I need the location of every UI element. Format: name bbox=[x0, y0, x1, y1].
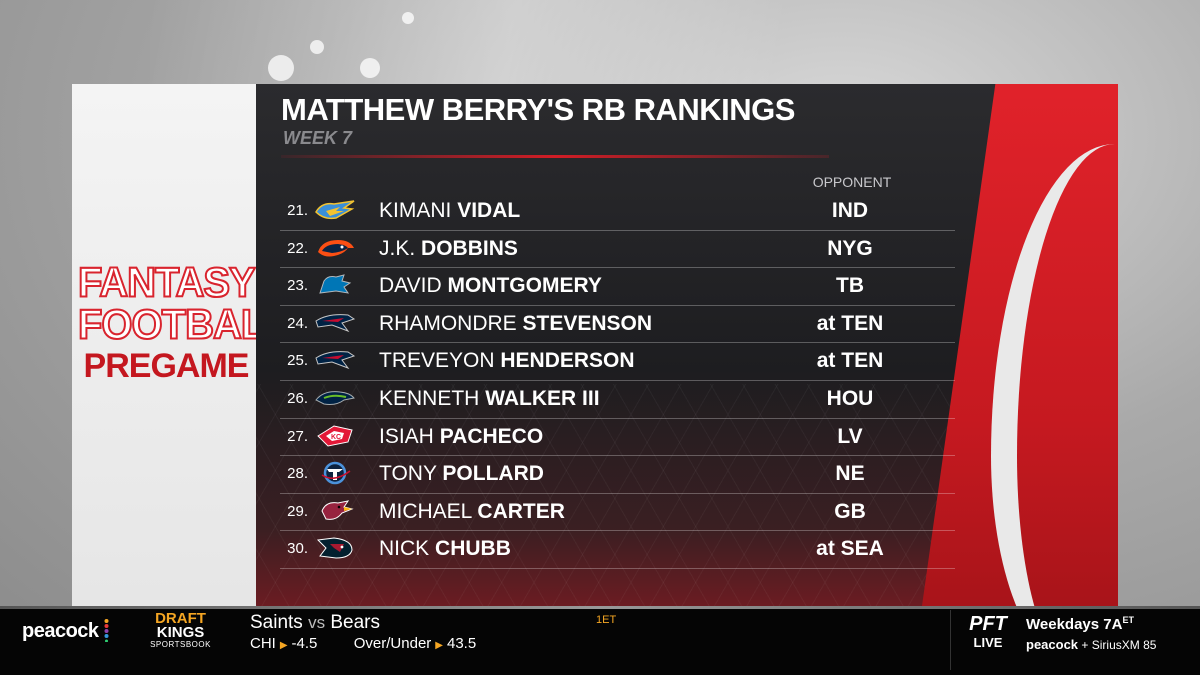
player-name: RHAMONDRE STEVENSON bbox=[379, 311, 653, 335]
vs-label: vs bbox=[308, 613, 326, 632]
rankings-list: 21. KIMANI VIDAL IND 22. J.K. DOBBINS NY… bbox=[280, 193, 955, 569]
opponent: IND bbox=[831, 199, 869, 222]
opponent: at TEN bbox=[816, 349, 884, 373]
ranking-row: 27. KC ISIAH PACHECO LV bbox=[280, 419, 955, 457]
over-under-label: Over/Under bbox=[353, 635, 432, 652]
opponent: TB bbox=[836, 274, 864, 298]
rank-number: 22. bbox=[287, 239, 308, 257]
game-matchup: Saints vs Bears bbox=[250, 612, 380, 634]
rank-number: 29. bbox=[287, 502, 308, 520]
arrow-icon: ▶ bbox=[435, 640, 443, 651]
player-name: DAVID MONTGOMERY bbox=[379, 274, 602, 298]
ranking-row: 23. DAVID MONTGOMERY TB bbox=[280, 268, 955, 306]
bottom-ticker bbox=[0, 606, 1200, 675]
background-light-streak bbox=[150, 0, 1050, 85]
opponent: LV bbox=[837, 424, 863, 448]
rank-number: 28. bbox=[287, 465, 308, 483]
opponent-column-header: OPPONENT bbox=[812, 174, 892, 190]
opponent: HOU bbox=[826, 386, 874, 410]
cardinals-logo-icon bbox=[321, 500, 354, 520]
logo-line-1: FANTASY bbox=[77, 259, 257, 307]
lions-logo-icon bbox=[319, 274, 352, 294]
broncos-logo-icon bbox=[318, 239, 354, 257]
pft-line-1: PFT bbox=[969, 613, 1007, 635]
arrow-icon: ▶ bbox=[279, 640, 288, 651]
ranking-row: 30. NICK CHUBB at SEA bbox=[280, 531, 955, 569]
ranking-row: 29. MICHAEL CARTER GB bbox=[280, 494, 955, 532]
player-name: NICK CHUBB bbox=[379, 537, 511, 561]
texans-logo-icon bbox=[316, 537, 353, 559]
background-bokeh bbox=[360, 58, 380, 78]
peacock-network-logo: peacock bbox=[22, 620, 99, 642]
pft-line-2: LIVE bbox=[973, 635, 1003, 650]
opponent: NE bbox=[835, 462, 865, 486]
betting-line: CHI ▶ -4.5 Over/Under ▶ 43.5 bbox=[250, 635, 476, 652]
player-name: ISIAH PACHECO bbox=[379, 424, 544, 448]
graphic-subtitle: WEEK 7 bbox=[283, 128, 353, 148]
background-bokeh bbox=[310, 40, 324, 54]
opponent: at SEA bbox=[816, 537, 884, 561]
opponent: at TEN bbox=[816, 311, 884, 335]
dk-line-2: KINGS bbox=[156, 624, 205, 641]
patriots-logo-icon bbox=[315, 351, 356, 370]
fantasy-football-pregame-logo: FANTASY FOOTBALL PREGAME bbox=[77, 259, 290, 386]
peacock-feathers-icon bbox=[104, 619, 109, 642]
player-name: TONY POLLARD bbox=[379, 462, 544, 486]
pft-show-time: Weekdays 7AET bbox=[1026, 615, 1134, 633]
chiefs-logo-icon: KC bbox=[317, 425, 353, 447]
background-bokeh bbox=[268, 55, 294, 81]
logo-line-3: PREGAME bbox=[83, 347, 250, 385]
dk-line-3: SPORTSBOOK bbox=[150, 640, 211, 649]
rank-number: 27. bbox=[287, 427, 308, 445]
player-name: J.K. DOBBINS bbox=[379, 236, 518, 260]
over-under-value: 43.5 bbox=[446, 635, 477, 652]
background-bokeh bbox=[402, 12, 414, 24]
chargers-logo-icon bbox=[315, 200, 355, 220]
rank-number: 23. bbox=[287, 277, 308, 295]
ranking-row: 26. KENNETH WALKER III HOU bbox=[280, 381, 955, 419]
rank-number: 25. bbox=[287, 352, 308, 370]
pft-show-networks: peacock + SiriusXM 85 bbox=[1026, 637, 1157, 652]
rankings-panel bbox=[256, 84, 1118, 606]
ranking-row: 28. TONY POLLARD NE bbox=[280, 456, 955, 494]
ranking-row: 25. TREVEYON HENDERSON at TEN bbox=[280, 343, 955, 381]
draftkings-sportsbook-logo: DRAFT KINGS SPORTSBOOK bbox=[143, 611, 218, 650]
rank-number: 21. bbox=[287, 202, 308, 219]
player-name: TREVEYON HENDERSON bbox=[379, 349, 635, 373]
graphic-title: MATTHEW BERRY'S RB RANKINGS bbox=[281, 92, 795, 127]
team-a: Saints bbox=[250, 612, 303, 633]
title-divider bbox=[281, 155, 829, 158]
spread-team: CHI bbox=[250, 635, 276, 652]
player-name: KENNETH WALKER III bbox=[379, 386, 600, 410]
opponent: GB bbox=[834, 499, 866, 523]
player-name: MICHAEL CARTER bbox=[379, 499, 565, 523]
spread-value: -4.5 bbox=[291, 635, 318, 652]
panel-grid-pattern bbox=[256, 384, 1006, 606]
show-logo-panel bbox=[72, 84, 256, 606]
ticker-divider bbox=[950, 610, 951, 670]
pft-live-logo: PFT LIVE bbox=[965, 612, 1011, 662]
logo-line-2: FOOTBALL bbox=[77, 301, 290, 349]
titans-logo-icon bbox=[321, 461, 351, 485]
opponent: NYG bbox=[827, 236, 873, 260]
ranking-row: 22. J.K. DOBBINS NYG bbox=[280, 231, 955, 269]
dk-line-1: DRAFT bbox=[155, 610, 206, 627]
team-b: Bears bbox=[330, 612, 381, 633]
ranking-row: 21. KIMANI VIDAL IND bbox=[280, 193, 955, 231]
rank-number: 24. bbox=[287, 314, 308, 332]
rank-number: 30. bbox=[287, 540, 308, 558]
ranking-row: 24. RHAMONDRE STEVENSON at TEN bbox=[280, 306, 955, 344]
svg-text:KC: KC bbox=[331, 434, 341, 441]
patriots-logo-icon bbox=[315, 313, 356, 332]
game-quarter: 1ET bbox=[596, 614, 617, 626]
seahawks-logo-icon bbox=[315, 391, 355, 405]
player-name: KIMANI VIDAL bbox=[379, 199, 521, 222]
rank-number: 26. bbox=[287, 389, 308, 407]
ticker-top-border bbox=[0, 606, 1200, 609]
